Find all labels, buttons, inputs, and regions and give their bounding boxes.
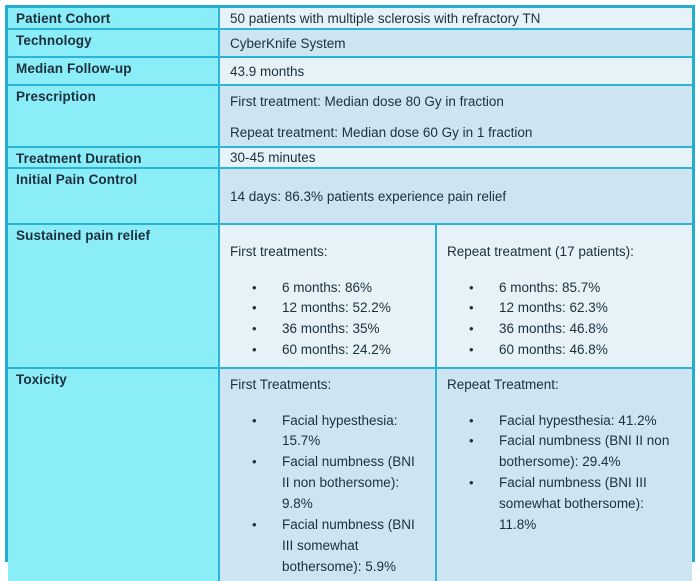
bullet-icon: • [252,300,257,316]
list-item: • Facial numbness (BNI II non bothersome)… [252,452,425,515]
bullet-icon: • [252,454,257,470]
table-row-treatment-duration: Treatment Duration 30-45 minutes [8,148,692,169]
row-label-patient-cohort: Patient Cohort [8,8,220,28]
prescription-first-treatment: First treatment: Median dose 80 Gy in fr… [230,94,504,109]
table-row-patient-cohort: Patient Cohort 50 patients with multiple… [8,8,692,30]
bullet-icon: • [469,300,474,316]
sustained-first-treatments-header: First treatments: [230,244,328,259]
sustained-repeat-treatment-cell: Repeat treatment (17 patients): • 6 month… [437,225,692,367]
table-row-prescription: Prescription First treatment: Median dos… [8,86,692,148]
list-item: • Facial numbness (BNI II non bothersome)… [469,431,682,473]
row-label-prescription: Prescription [8,86,220,146]
list-item: • 60 months: 24.2% [252,340,425,361]
sustained-repeat-treatment-header: Repeat treatment (17 patients): [447,244,634,259]
bullet-icon: • [469,342,474,358]
toxicity-repeat-treatment-list: • Facial hypesthesia: 41.2% • Facial numbn… [447,411,682,537]
bullet-icon: • [252,517,257,533]
row-value-prescription: First treatment: Median dose 80 Gy in fr… [220,86,692,146]
toxicity-first-treatments-header: First Treatments: [230,377,332,392]
bullet-icon: • [252,412,257,428]
row-label-initial-pain-control: Initial Pain Control [8,169,220,223]
row-value-median-follow-up: 43.9 months [220,58,692,84]
list-item: • Facial hypesthesia: 41.2% [469,411,682,432]
list-item: • 36 months: 46.8% [469,319,682,340]
prescription-repeat-treatment: Repeat treatment: Median dose 60 Gy in 1… [230,124,533,140]
row-value-patient-cohort: 50 patients with multiple sclerosis with… [220,8,692,28]
table-row-sustained-pain-relief: Sustained pain relief First treatments: … [8,225,692,369]
table-row-technology: Technology CyberKnife System [8,30,692,58]
list-item: • Facial numbness (BNI III somewhat bothe… [469,473,682,536]
list-item: • Facial numbness (BNI III somewhat bothe… [252,515,425,578]
bullet-icon: • [252,321,257,337]
list-item: • 36 months: 35% [252,319,425,340]
toxicity-repeat-treatment-cell: Repeat Treatment: • Facial hypesthesia: 4… [437,369,692,581]
list-item: • 12 months: 62.3% [469,298,682,319]
bullet-icon: • [469,475,474,491]
list-item: • 6 months: 85.7% [469,278,682,299]
row-value-technology: CyberKnife System [220,30,692,56]
page: Patient Cohort 50 patients with multiple… [5,5,695,581]
row-label-median-follow-up: Median Follow-up [8,58,220,84]
row-label-treatment-duration: Treatment Duration [8,148,220,167]
sustained-first-treatments-cell: First treatments: • 6 months: 86% • 12 mon… [220,225,437,367]
sustained-first-treatments-list: • 6 months: 86% • 12 months: 52.2% • 36 mon… [230,278,425,362]
bullet-icon: • [469,321,474,337]
toxicity-first-treatments-list: • Facial hypesthesia: 15.7% • Facial numbn… [230,411,425,578]
study-summary-table: Patient Cohort 50 patients with multiple… [5,5,695,581]
list-item: • Facial hypesthesia: 15.7% [252,411,425,453]
bullet-icon: • [469,412,474,428]
row-label-sustained-pain-relief: Sustained pain relief [8,225,220,367]
table-row-initial-pain-control: Initial Pain Control 14 days: 86.3% pati… [8,169,692,225]
row-label-technology: Technology [8,30,220,56]
bullet-icon: • [252,342,257,358]
bullet-icon: • [469,279,474,295]
row-label-toxicity: Toxicity [8,369,220,581]
list-item: • 60 months: 46.8% [469,340,682,361]
table-row-median-follow-up: Median Follow-up 43.9 months [8,58,692,86]
toxicity-repeat-treatment-header: Repeat Treatment: [447,377,559,392]
toxicity-first-treatments-cell: First Treatments: • Facial hypesthesia: 1… [220,369,437,581]
table-row-toxicity: Toxicity First Treatments: • Facial hypes… [8,369,692,581]
bullet-icon: • [469,433,474,449]
bullet-icon: • [252,279,257,295]
row-value-initial-pain-control: 14 days: 86.3% patients experience pain … [220,169,692,223]
sustained-repeat-treatment-list: • 6 months: 85.7% • 12 months: 62.3% • 36 m… [447,278,682,362]
list-item: • 12 months: 52.2% [252,298,425,319]
row-value-treatment-duration: 30-45 minutes [220,148,692,167]
list-item: • 6 months: 86% [252,278,425,299]
